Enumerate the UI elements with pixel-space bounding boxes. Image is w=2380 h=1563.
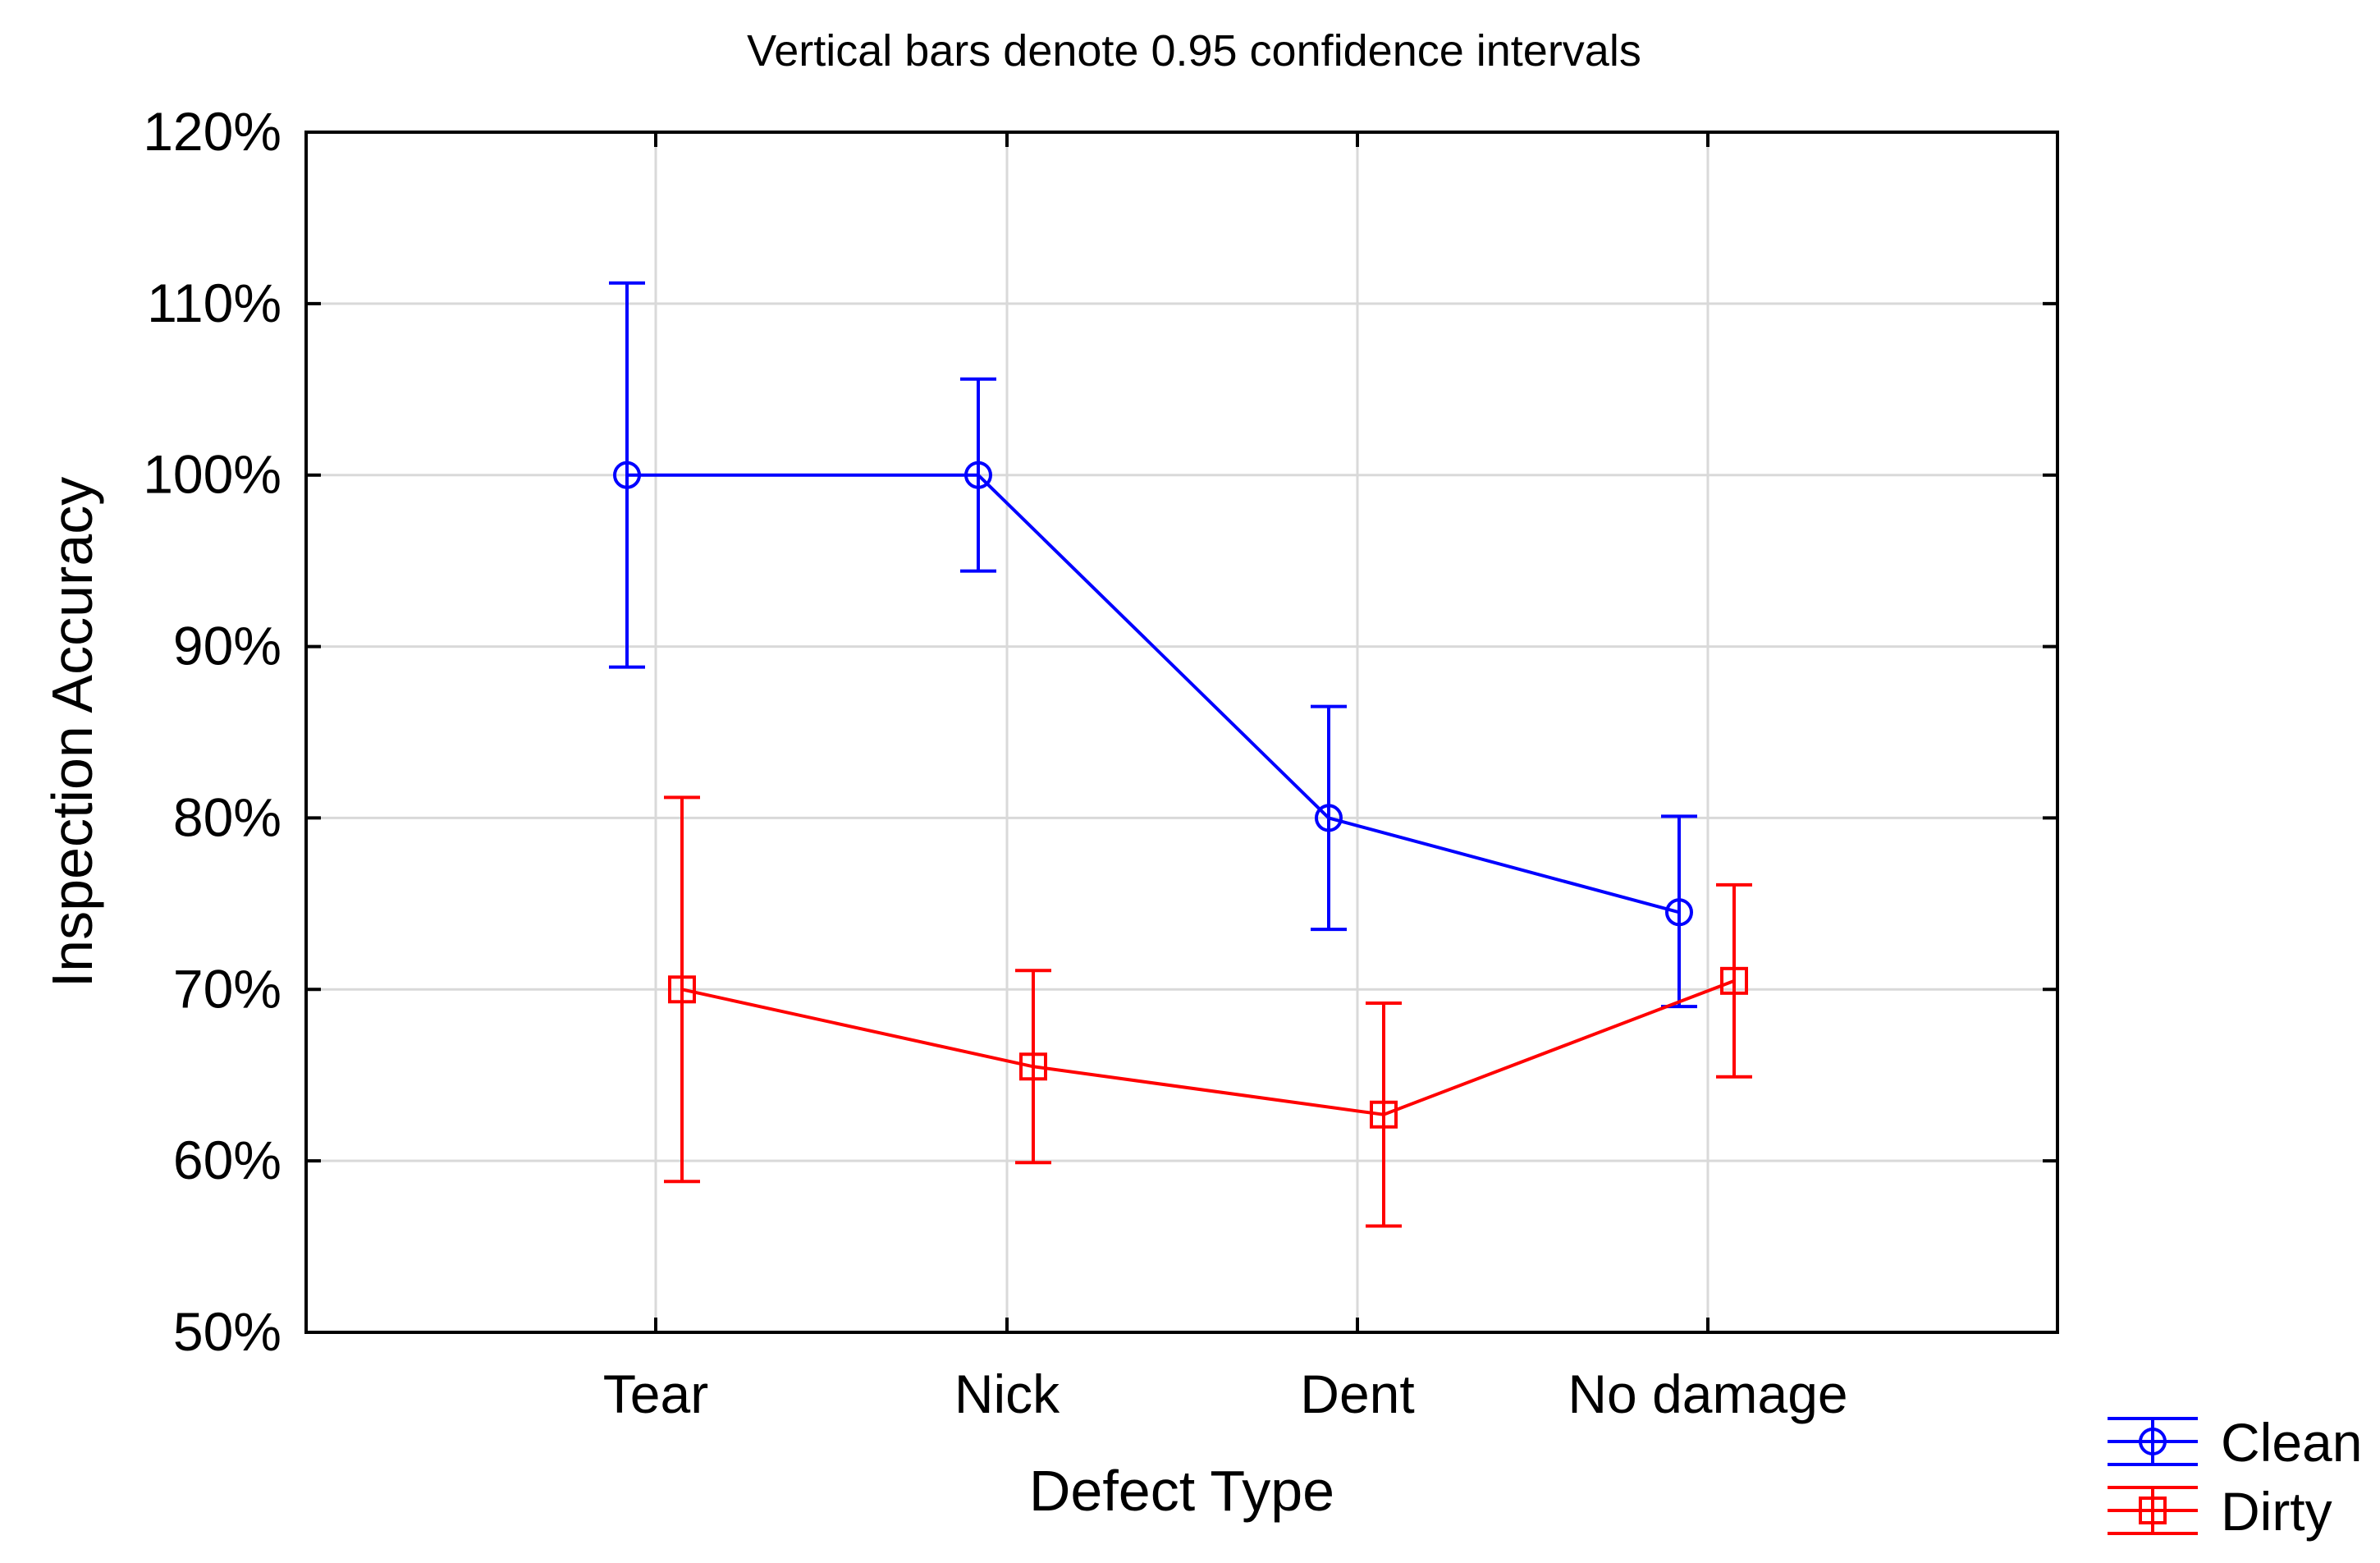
data-point	[1720, 966, 1748, 995]
y-tick-label: 50%	[173, 1301, 281, 1362]
plot-frame	[304, 131, 2059, 1334]
legend-label: Dirty	[2221, 1481, 2332, 1542]
series-line	[627, 473, 1680, 914]
legend-item-clean: Clean	[2108, 1412, 2362, 1473]
y-axis-title: Inspection Accuracy	[40, 477, 104, 988]
x-tick-label: Nick	[954, 1364, 1060, 1424]
data-point	[1370, 1100, 1398, 1129]
data-point	[1019, 1052, 1047, 1081]
series-dirty	[664, 795, 1752, 1228]
y-tick-label: 60%	[173, 1130, 281, 1190]
tick-layer: 50% 60% 70% 80% 90% 100% 110% 120% Tear Nick Dent N…	[143, 101, 2057, 1424]
chart-subtitle: Vertical bars denote 0.95 confidence int…	[747, 26, 1641, 76]
series-line	[681, 979, 1735, 1116]
grid-layer	[306, 132, 2057, 1332]
y-tick-label: 80%	[173, 786, 281, 847]
series-clean	[609, 281, 1697, 1009]
data-point	[964, 461, 992, 489]
y-tick-label: 120%	[143, 101, 281, 162]
legend: Clean Dirty	[2108, 1412, 2362, 1542]
data-point	[668, 975, 696, 1004]
data-point	[613, 461, 641, 489]
x-tick-label: No damage	[1568, 1364, 1847, 1424]
series-layer	[609, 281, 1752, 1228]
x-tick-label: Tear	[603, 1364, 708, 1424]
x-tick-label: Dent	[1300, 1364, 1414, 1424]
y-tick-label: 110%	[147, 273, 281, 333]
legend-label: Clean	[2221, 1412, 2362, 1473]
legend-item-dirty: Dirty	[2108, 1481, 2332, 1542]
y-tick-label: 70%	[173, 958, 281, 1019]
legend-marker	[2139, 1497, 2167, 1524]
data-point	[1665, 898, 1693, 927]
legend-marker	[2139, 1428, 2167, 1455]
x-axis-title: Defect Type	[1029, 1459, 1334, 1523]
y-tick-label: 100%	[143, 444, 281, 505]
data-point	[1315, 804, 1343, 832]
y-tick-label: 90%	[173, 616, 281, 676]
